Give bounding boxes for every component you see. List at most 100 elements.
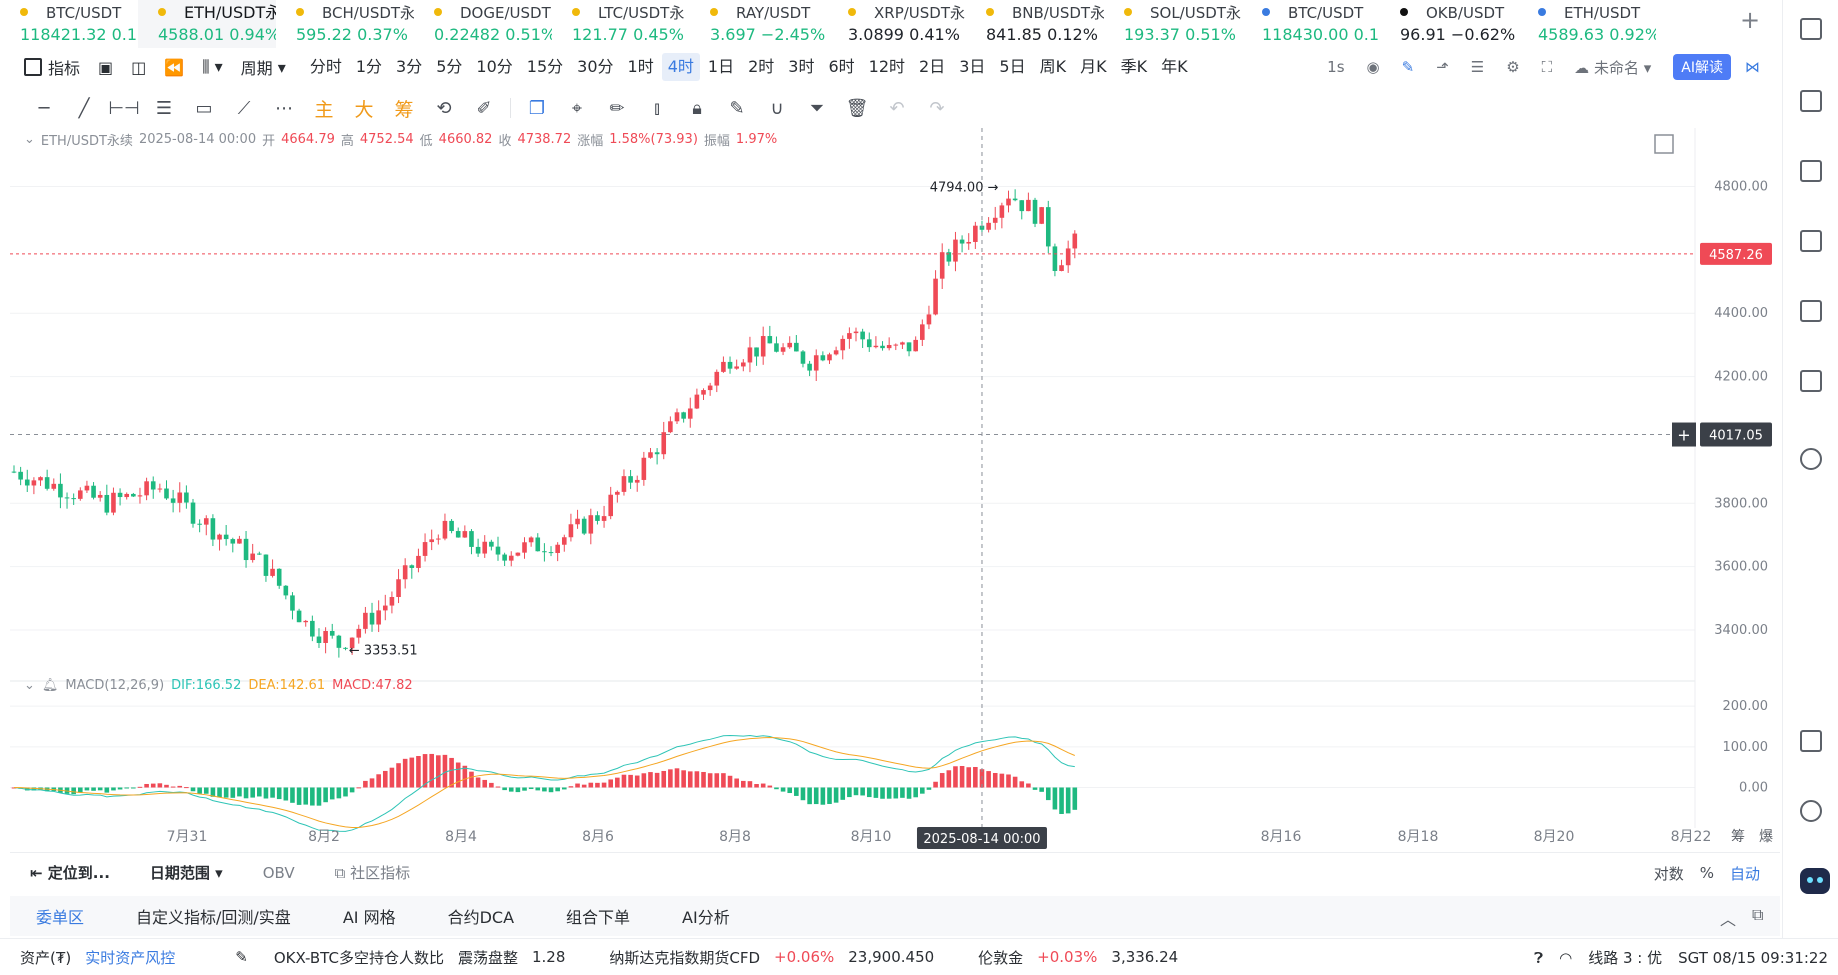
redo-icon[interactable]: ↷ bbox=[929, 97, 945, 119]
add-ticker-icon[interactable]: + bbox=[1740, 6, 1761, 34]
more-tools-icon[interactable]: ⋯ bbox=[275, 97, 293, 119]
obv-button[interactable]: OBV bbox=[262, 863, 295, 882]
collapse-icon[interactable]: ⌄ bbox=[24, 132, 35, 147]
ticker-item[interactable]: DOGE/USDT 0.22482 0.51% bbox=[414, 0, 552, 48]
brush-icon[interactable]: ✏ bbox=[609, 97, 625, 119]
order-tab-0[interactable]: 委单区 bbox=[36, 908, 85, 927]
ticker-item[interactable]: BTC/USDT 118430.00 0.1 bbox=[1242, 0, 1380, 48]
ai-assistant-icon[interactable] bbox=[1800, 868, 1830, 894]
popout-icon[interactable]: ⧉ bbox=[1752, 905, 1764, 924]
interval-19[interactable]: 季K bbox=[1120, 57, 1148, 76]
interval-20[interactable]: 年K bbox=[1161, 57, 1188, 76]
ticker-item[interactable]: BNB/USDT永 841.85 0.12% bbox=[966, 0, 1104, 48]
order-tab-1[interactable]: 自定义指标/回测/实盘 bbox=[136, 908, 291, 927]
macd-collapse-icon[interactable]: ⌄ bbox=[24, 678, 35, 693]
annotate-icon[interactable]: ✐ bbox=[476, 97, 492, 119]
interval-5[interactable]: 15分 bbox=[526, 57, 564, 76]
interval-11[interactable]: 3时 bbox=[788, 57, 815, 76]
calendar-icon[interactable]: ▣ bbox=[98, 57, 114, 77]
bell-icon[interactable]: 🔔︎ bbox=[41, 678, 59, 693]
orderbook-icon[interactable] bbox=[1800, 90, 1822, 112]
ruler-icon[interactable]: ⌖ bbox=[571, 97, 583, 119]
wallet-icon[interactable] bbox=[1800, 160, 1822, 182]
help-icon[interactable]: ❓︎ bbox=[1534, 948, 1544, 967]
magnet-icon[interactable]: ∪ bbox=[770, 97, 784, 119]
big-order-button[interactable]: 大 bbox=[354, 98, 374, 121]
interval-14[interactable]: 2日 bbox=[919, 57, 946, 76]
order-tab-2[interactable]: AI 网格 bbox=[342, 908, 396, 927]
chart-area[interactable]: 4800.00 4400.00 4200.00 3800.00 3600.00 3400.… bbox=[0, 128, 1780, 850]
ticker-item[interactable]: LTC/USDT永 121.77 0.45% bbox=[552, 0, 690, 48]
line-status[interactable]: 线路 3 : 优 bbox=[1588, 949, 1663, 967]
settings-icon[interactable]: ⚙ bbox=[1506, 58, 1520, 76]
log-scale-button[interactable]: 对数 bbox=[1653, 864, 1684, 883]
ticker-item[interactable]: OKB/USDT 96.91 −0.62% bbox=[1380, 0, 1518, 48]
lock-icon[interactable]: 🔒︎ bbox=[692, 97, 702, 119]
interval-17[interactable]: 周K bbox=[1039, 57, 1067, 76]
layout-name-dropdown[interactable]: ☁ 未命名 ▾ bbox=[1574, 58, 1652, 77]
price-chart[interactable]: 4800.00 4400.00 4200.00 3800.00 3600.00 3400.… bbox=[0, 128, 1780, 850]
auto-scale-button[interactable]: 自动 bbox=[1729, 864, 1760, 883]
monitor-icon[interactable] bbox=[1800, 300, 1822, 322]
ray-icon[interactable]: ⟋ bbox=[237, 97, 251, 119]
note-icon[interactable]: ✎ bbox=[729, 97, 745, 119]
export-icon[interactable]: ⬏ bbox=[1436, 58, 1449, 76]
interval-8[interactable]: 4时 bbox=[661, 53, 700, 81]
parallel-lines-icon[interactable]: ☰ bbox=[155, 97, 173, 119]
support-icon[interactable] bbox=[1800, 800, 1822, 822]
trend-line-icon[interactable]: ╱ bbox=[78, 97, 90, 119]
percent-scale-button[interactable]: % bbox=[1699, 864, 1714, 882]
date-range-dropdown[interactable]: 日期范围 ▾ bbox=[149, 864, 223, 882]
copy-icon[interactable]: ❐ bbox=[528, 97, 546, 119]
interval-3[interactable]: 5分 bbox=[436, 57, 463, 76]
list-icon[interactable]: ☰ bbox=[1470, 58, 1485, 76]
undo-icon[interactable]: ↶ bbox=[889, 97, 905, 119]
camera-icon[interactable]: ◉ bbox=[1366, 58, 1380, 76]
pen-icon[interactable]: ✎ bbox=[1401, 58, 1415, 76]
filter-icon[interactable]: ⏷ bbox=[809, 97, 825, 119]
community-indicators-button[interactable]: ⧉ 社区指标 bbox=[334, 864, 411, 882]
main-indicator-button[interactable]: 主 bbox=[314, 98, 334, 121]
interval-4[interactable]: 10分 bbox=[476, 57, 513, 76]
depth-chart-icon[interactable] bbox=[1800, 230, 1822, 252]
assets-label[interactable]: 资产(₮) bbox=[20, 948, 72, 967]
horizontal-line-icon[interactable]: ─ bbox=[38, 97, 50, 119]
ticker-item[interactable]: SOL/USDT永 193.37 0.51% bbox=[1104, 0, 1242, 48]
edit-icon[interactable]: ✎ bbox=[235, 948, 248, 966]
interval-1[interactable]: 1分 bbox=[355, 57, 383, 76]
candle-draw-icon[interactable]: ⫾ bbox=[654, 97, 660, 119]
order-tab-4[interactable]: 组合下单 bbox=[566, 908, 631, 927]
ticker-item[interactable]: XRP/USDT永 3.0899 0.41% bbox=[828, 0, 966, 48]
pattern-icon[interactable]: ⟲ bbox=[436, 97, 452, 119]
rectangle-icon[interactable]: ▭ bbox=[195, 97, 213, 119]
interval-9[interactable]: 1日 bbox=[707, 57, 735, 76]
swap-icon[interactable] bbox=[1800, 448, 1822, 470]
rewind-icon[interactable]: ⏪ bbox=[164, 57, 185, 77]
interval-0[interactable]: 分时 bbox=[309, 57, 342, 76]
ticker-item[interactable]: RAY/USDT 3.697 −2.45% bbox=[690, 0, 828, 48]
ticker-item[interactable]: BTC/USDT 118421.32 0.1 bbox=[0, 0, 138, 48]
watchlist-icon[interactable] bbox=[1800, 18, 1822, 40]
interval-10[interactable]: 2时 bbox=[748, 57, 775, 76]
interval-7[interactable]: 1时 bbox=[627, 57, 654, 76]
etf-icon[interactable] bbox=[1800, 370, 1822, 392]
collapse-panel-icon[interactable]: ︿ bbox=[1720, 910, 1737, 929]
interval-2[interactable]: 3分 bbox=[396, 57, 423, 76]
measure-icon[interactable]: ⊢⊣ bbox=[108, 97, 140, 119]
ticker-item[interactable]: BCH/USDT永 595.22 0.37% bbox=[276, 0, 414, 48]
period-dropdown[interactable]: 周期 ▾ bbox=[240, 57, 286, 79]
trash-icon[interactable]: 🗑︎ bbox=[845, 97, 869, 119]
interval-6[interactable]: 30分 bbox=[577, 57, 614, 76]
interval-15[interactable]: 3日 bbox=[959, 57, 986, 76]
interval-13[interactable]: 12时 bbox=[868, 57, 906, 76]
candle-type-icon[interactable]: ⫼ ▾ bbox=[202, 57, 223, 76]
share-icon[interactable]: ⋈ bbox=[1745, 58, 1760, 76]
chips-button[interactable]: 筹 bbox=[394, 98, 414, 121]
risk-control-link[interactable]: 实时资产风控 bbox=[85, 948, 176, 967]
refresh-interval[interactable]: 1s bbox=[1327, 58, 1345, 76]
ticker-item[interactable]: ETH/USDT永续4588.01 0.94% bbox=[138, 0, 276, 48]
interval-12[interactable]: 6时 bbox=[828, 57, 855, 76]
layout-icon[interactable]: ◫ bbox=[131, 57, 147, 77]
interval-18[interactable]: 月K bbox=[1080, 57, 1107, 76]
ticker-item[interactable]: ETH/USDT 4589.63 0.92% bbox=[1518, 0, 1656, 48]
